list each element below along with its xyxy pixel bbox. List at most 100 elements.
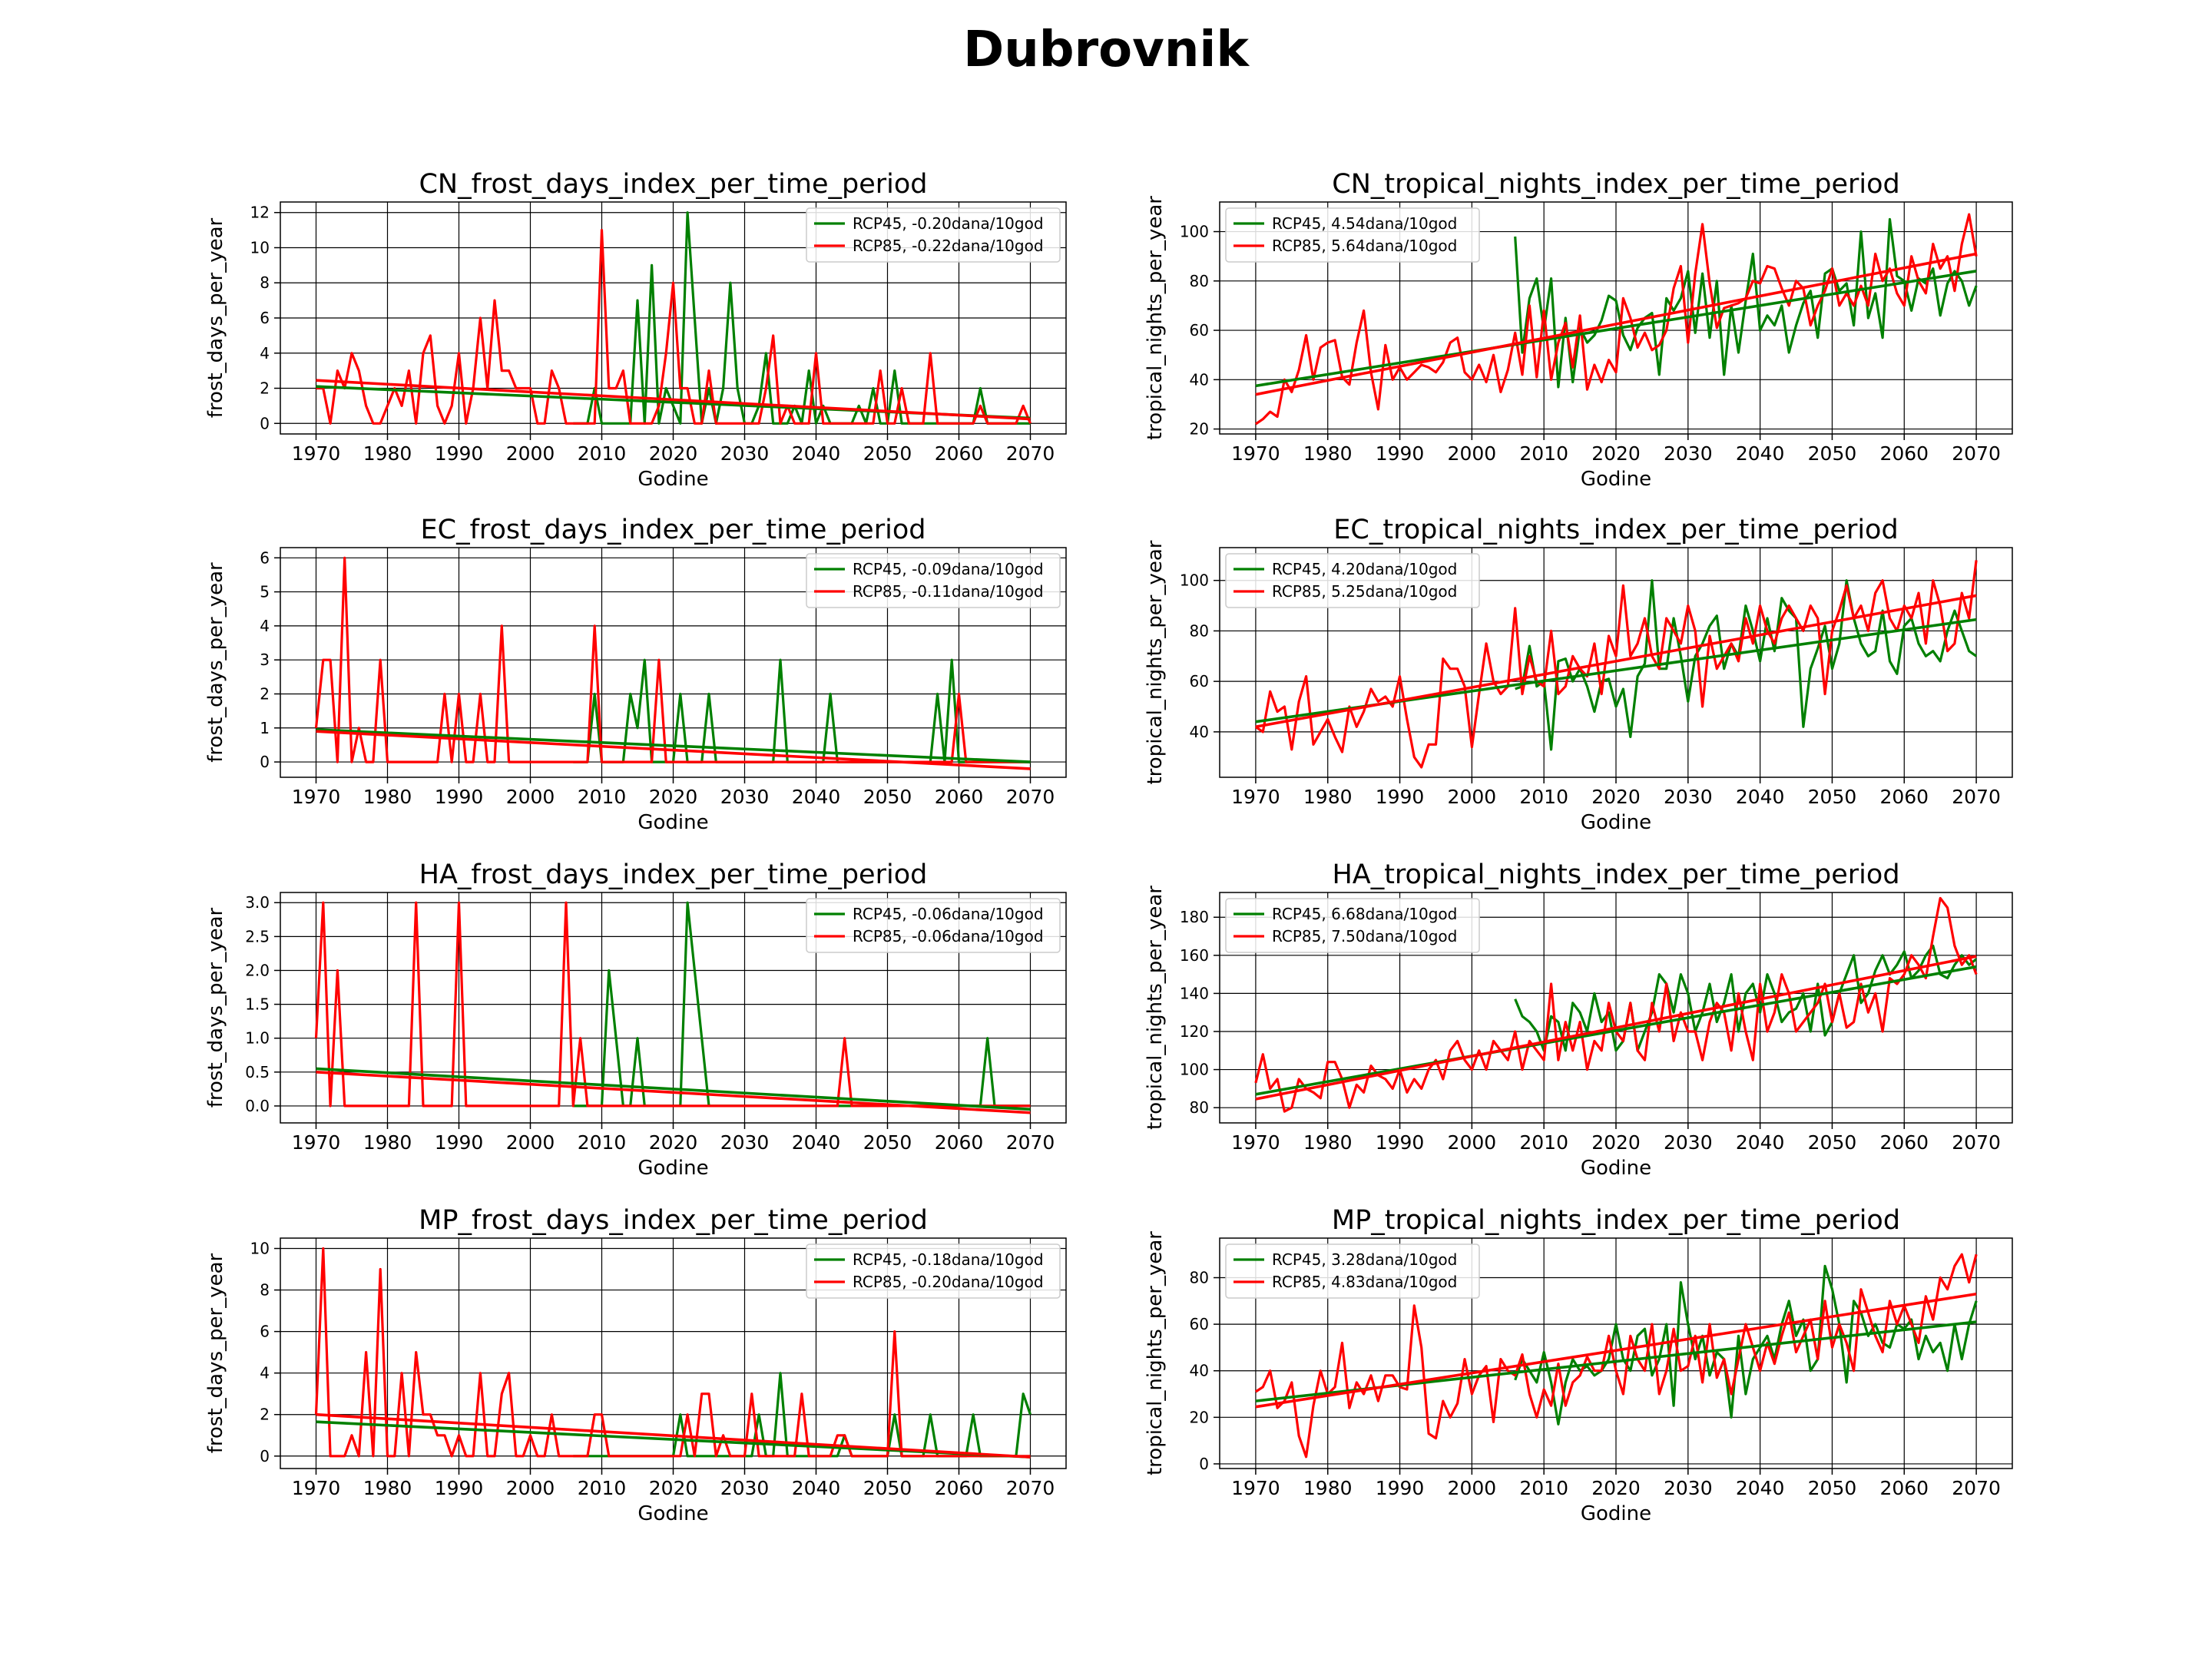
subplot-title: HA_frost_days_index_per_time_period xyxy=(419,859,928,890)
x-tick-label: 2070 xyxy=(1006,1131,1055,1154)
subplot-4: 1970 1980 1990 2000 2010 2020 2030 2040 2050 2060… xyxy=(1144,515,2013,834)
trend-line-rcp85 xyxy=(316,379,1031,421)
x-tick-label: 2010 xyxy=(1519,786,1568,808)
x-tick-label: 2010 xyxy=(1519,1131,1568,1154)
x-tick-label: 2060 xyxy=(1879,786,1929,808)
x-tick-label: 2010 xyxy=(578,442,627,465)
x-tick-label: 1990 xyxy=(1376,1131,1425,1154)
y-tick-label: 10 xyxy=(250,1240,270,1258)
legend-label: RCP45, 4.20dana/10god xyxy=(1272,560,1457,578)
x-tick-label: 2020 xyxy=(1591,786,1641,808)
y-tick-label: 2 xyxy=(260,1406,270,1424)
y-tick-label: 140 xyxy=(1180,984,1209,1002)
subplot-2: 1970 1980 1990 2000 2010 2020 2030 2040 2050 2060… xyxy=(1144,169,2013,491)
legend-label: RCP85, 7.50dana/10god xyxy=(1272,927,1457,945)
y-axis-label: tropical_nights_per_year xyxy=(1144,1231,1167,1475)
series-line-rcp45 xyxy=(1514,217,1978,389)
x-tick-label: 2070 xyxy=(1952,1477,2001,1499)
x-tick-label: 2030 xyxy=(1664,1477,1713,1499)
x-tick-label: 2050 xyxy=(863,442,912,465)
subplot-1: 1970 1980 1990 2000 2010 2020 2030 2040 2050 2060… xyxy=(204,169,1067,491)
x-tick-label: 2010 xyxy=(1519,442,1568,465)
y-tick-label: 180 xyxy=(1180,908,1209,926)
trend-line-rcp85 xyxy=(316,1071,1031,1114)
legend-label: RCP85, -0.22dana/10god xyxy=(853,237,1044,255)
legend-label: RCP85, 5.25dana/10god xyxy=(1272,582,1457,601)
x-tick-label: 1980 xyxy=(363,442,412,465)
y-tick-label: 6 xyxy=(260,548,270,567)
legend-label: RCP85, -0.06dana/10god xyxy=(853,927,1044,945)
y-tick-label: 0 xyxy=(1199,1455,1209,1473)
x-tick-label: 1980 xyxy=(363,786,412,808)
x-tick-label: 2000 xyxy=(1448,1131,1497,1154)
x-tick-label: 2060 xyxy=(1879,442,1929,465)
x-tick-label: 2030 xyxy=(720,1131,770,1154)
x-tick-label: 1970 xyxy=(1231,1477,1280,1499)
plot-frame xyxy=(280,1237,1067,1469)
y-tick-label: 1.5 xyxy=(245,995,270,1014)
legend-box xyxy=(1225,207,1480,263)
series-line-rcp45 xyxy=(1514,944,1978,1052)
x-tick-label: 2000 xyxy=(506,786,555,808)
x-tick-label: 2020 xyxy=(649,1477,698,1499)
x-tick-label: 2040 xyxy=(792,442,841,465)
x-tick-label: 2010 xyxy=(578,786,627,808)
x-tick-label: 2030 xyxy=(720,786,770,808)
x-tick-label: 2010 xyxy=(1519,1477,1568,1499)
x-tick-label: 1980 xyxy=(1303,442,1353,465)
y-tick-label: 160 xyxy=(1180,946,1209,965)
x-tick-label: 2070 xyxy=(1952,442,2001,465)
series-line-rcp45 xyxy=(1514,1264,1978,1426)
x-tick-label: 2000 xyxy=(1448,1477,1497,1499)
x-tick-label: 1970 xyxy=(292,786,341,808)
plot-frame xyxy=(280,892,1067,1124)
subplot-3: 1970 1980 1990 2000 2010 2020 2030 2040 2050 2060… xyxy=(204,515,1067,834)
x-tick-label: 2070 xyxy=(1006,786,1055,808)
x-tick-label: 2000 xyxy=(1448,442,1497,465)
series-line-rcp85 xyxy=(1254,213,1978,426)
x-tick-label: 2000 xyxy=(1448,786,1497,808)
x-tick-label: 2020 xyxy=(649,786,698,808)
x-tick-label: 1990 xyxy=(435,1131,484,1154)
x-tick-label: 2050 xyxy=(1808,1131,1857,1154)
x-tick-label: 2040 xyxy=(792,1131,841,1154)
legend-box xyxy=(1225,898,1480,953)
subplot-7: 1970 1980 1990 2000 2010 2020 2030 2040 2050 2060… xyxy=(204,1205,1067,1525)
legend-label: RCP85, 4.83dana/10god xyxy=(1272,1273,1457,1291)
x-tick-label: 2040 xyxy=(792,1477,841,1499)
legend-box xyxy=(806,207,1061,263)
legend-box xyxy=(1225,1243,1480,1299)
subplot-title: CN_tropical_nights_index_per_time_period xyxy=(1332,169,1899,200)
x-axis-label: Godine xyxy=(637,1502,708,1525)
x-tick-label: 2070 xyxy=(1952,786,2001,808)
y-tick-label: 0 xyxy=(260,414,270,432)
x-tick-label: 1980 xyxy=(1303,1131,1353,1154)
y-tick-label: 40 xyxy=(1190,1362,1209,1380)
x-tick-label: 2030 xyxy=(1664,1131,1713,1154)
y-axis-label: tropical_nights_per_year xyxy=(1144,886,1167,1130)
y-tick-label: 60 xyxy=(1190,321,1209,339)
x-tick-label: 2030 xyxy=(720,442,770,465)
y-tick-label: 0 xyxy=(260,753,270,771)
y-axis-label: frost_days_per_year xyxy=(204,217,227,418)
y-tick-label: 0 xyxy=(260,1447,270,1465)
legend-label: RCP45, 6.68dana/10god xyxy=(1272,905,1457,923)
legend-label: RCP85, -0.20dana/10god xyxy=(853,1273,1044,1291)
x-tick-label: 1970 xyxy=(292,1477,341,1499)
x-axis-label: Godine xyxy=(637,1157,708,1180)
x-tick-label: 2050 xyxy=(1808,442,1857,465)
x-tick-label: 2060 xyxy=(1879,1477,1929,1499)
y-tick-label: 80 xyxy=(1190,1098,1209,1117)
plot-frame xyxy=(1219,547,2013,778)
y-tick-label: 4 xyxy=(260,1364,270,1382)
y-tick-label: 3.0 xyxy=(245,893,270,912)
x-tick-label: 2060 xyxy=(1879,1131,1929,1154)
y-tick-label: 40 xyxy=(1190,370,1209,389)
x-tick-label: 2020 xyxy=(1591,1477,1641,1499)
x-tick-label: 1970 xyxy=(292,442,341,465)
y-tick-label: 0.5 xyxy=(245,1063,270,1081)
y-tick-label: 3 xyxy=(260,651,270,669)
x-tick-label: 1970 xyxy=(1231,442,1280,465)
y-tick-label: 20 xyxy=(1190,420,1209,439)
subplot-title: MP_tropical_nights_index_per_time_period xyxy=(1332,1205,1900,1236)
